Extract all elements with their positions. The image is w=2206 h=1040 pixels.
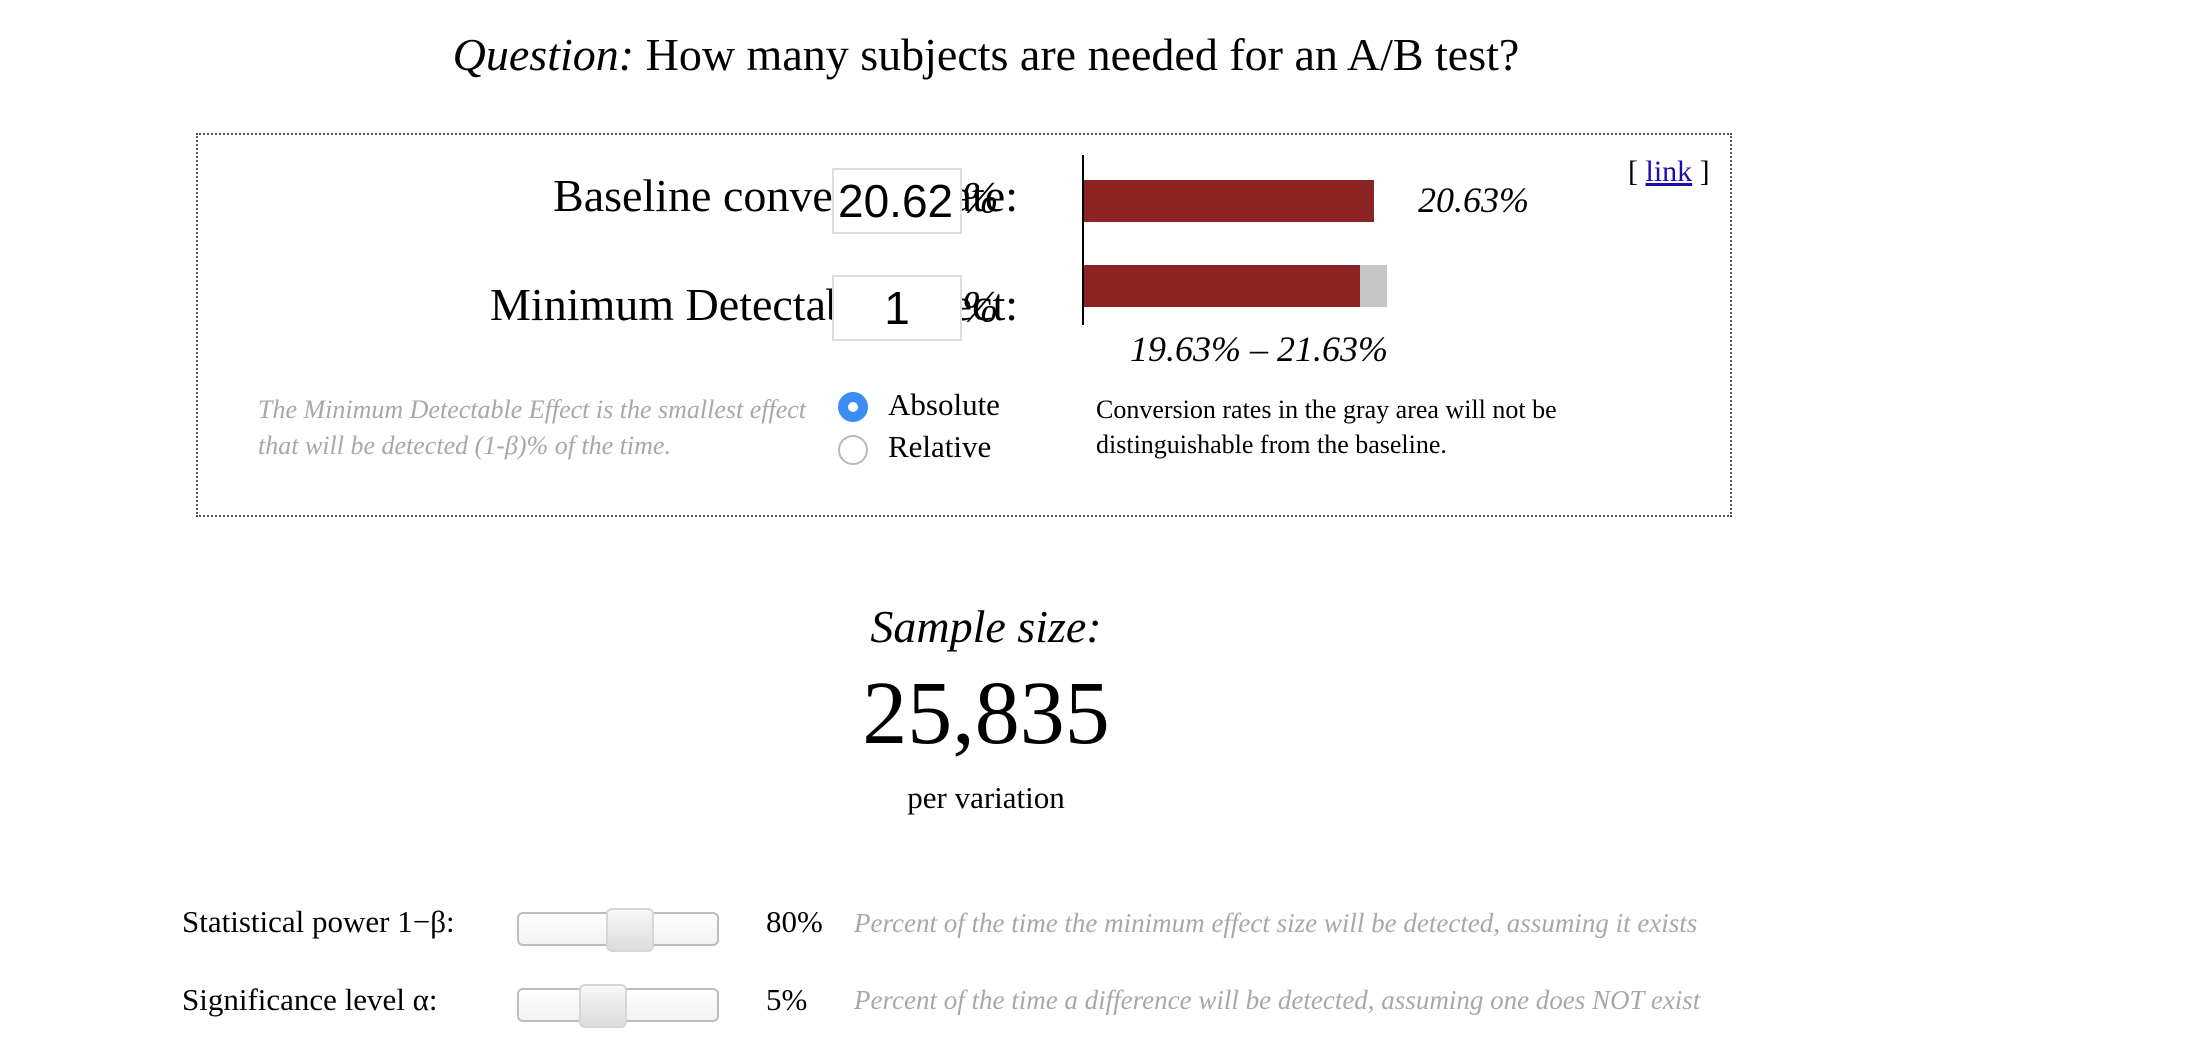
significance-level-slider[interactable] [517,984,719,1028]
significance-level-slider-handle[interactable] [579,984,627,1028]
relative-radio[interactable] [838,435,868,465]
mde-percent-unit: % [962,282,999,331]
link[interactable]: link [1645,155,1693,188]
baseline-rate-bar-label: 20.63% [1418,180,1529,220]
mde-input[interactable] [832,275,962,341]
gray-area-note: Conversion rates in the gray area will n… [1096,395,1557,459]
link-bracket-close: ] [1699,155,1710,188]
link-bracket-open: [ [1628,155,1638,188]
question-label: Question: [452,29,635,80]
baseline-rate-bar [1084,180,1374,222]
indistinguishable-range-bar [1360,265,1387,307]
permalink: [ link ] [1628,155,1710,189]
absolute-radio[interactable] [838,392,868,422]
absolute-radio-label[interactable]: Absolute [888,387,1000,422]
input-panel: Baseline conversion rate: % Minimum Dete… [196,133,1732,517]
baseline-rate-input[interactable] [832,168,962,234]
significance-level-label: Significance level α: [182,982,438,1017]
statistical-power-slider-handle[interactable] [606,908,654,952]
statistical-power-value: 80% [766,904,823,939]
sample-size-unit: per variation [907,780,1065,815]
detectable-range-label: 19.63% – 21.63% [1130,329,1388,369]
relative-radio-label[interactable]: Relative [888,429,992,464]
sample-size-title: Sample size: [870,601,1102,652]
bar-graph-axis [1082,155,1084,325]
statistical-power-slider[interactable] [517,908,719,952]
mde-help-text: The Minimum Detectable Effect is the sma… [258,395,807,460]
significance-level-value: 5% [766,982,808,1017]
statistical-power-help: Percent of the time the minimum effect s… [854,908,1698,938]
page-question: Question: How many subjects are needed f… [0,28,1972,81]
question-text: How many subjects are needed for an A/B … [645,29,1520,80]
minimum-detectable-bar [1084,265,1360,307]
sample-size-value: 25,835 [862,664,1110,763]
statistical-power-label: Statistical power 1−β: [182,904,455,939]
significance-level-help: Percent of the time a difference will be… [854,985,1701,1015]
baseline-percent-unit: % [962,173,999,222]
